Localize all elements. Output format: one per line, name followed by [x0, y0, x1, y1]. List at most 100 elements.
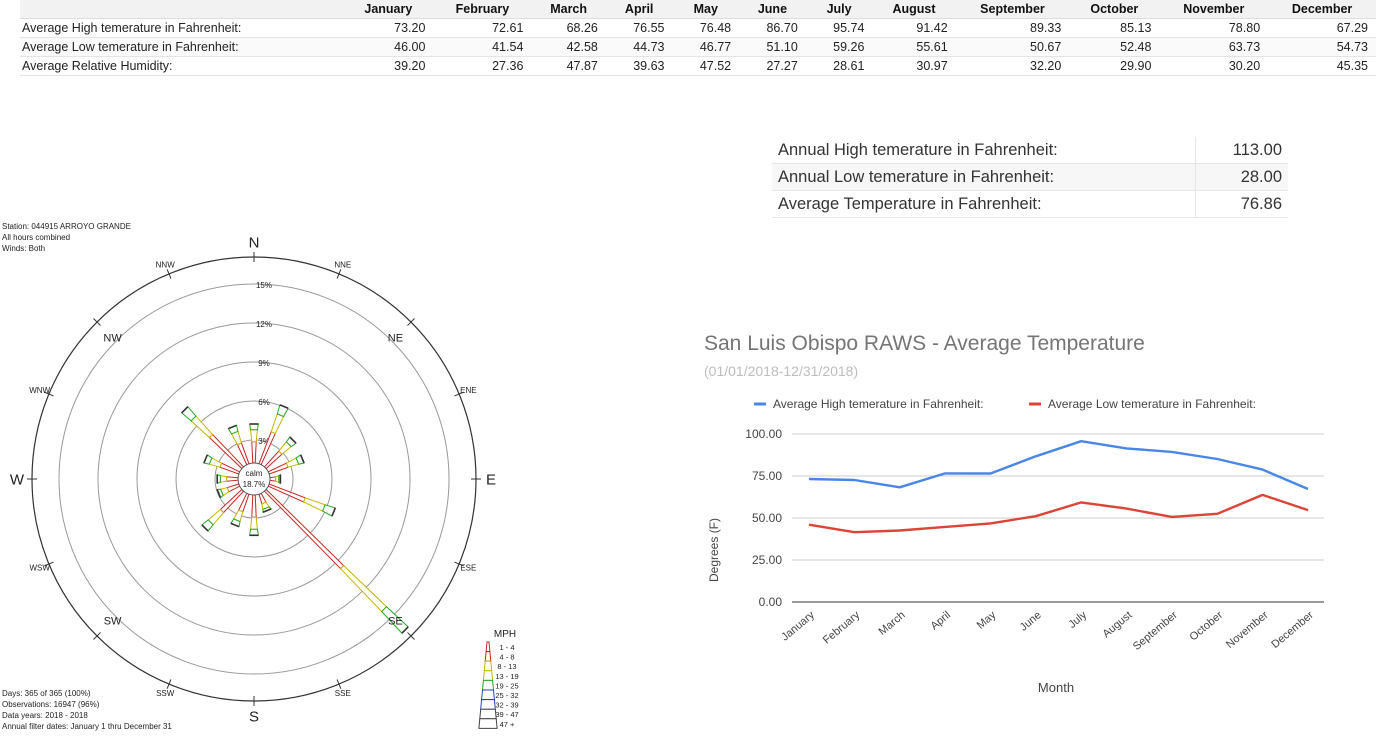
y-axis-title: Degrees (F): [707, 518, 721, 582]
direction-label: SSE: [335, 689, 351, 698]
petal-segment: [227, 424, 239, 435]
x-tick-label: February: [821, 609, 863, 647]
value-cell: 95.74: [805, 18, 873, 38]
direction-tick: [407, 318, 415, 326]
direction-label: WSW: [29, 564, 50, 573]
direction-label: N: [249, 234, 260, 251]
value-cell: 46.00: [343, 37, 434, 57]
petal-segment: [249, 423, 259, 431]
ring-circle: [97, 322, 411, 636]
direction-label: SW: [104, 615, 122, 627]
petal-segment: [267, 462, 289, 475]
petal-segment: [219, 462, 241, 475]
x-tick-label: August: [1101, 609, 1135, 640]
legend-swatch: [484, 651, 492, 662]
petal-cap: [331, 507, 337, 517]
value-cell: 46.77: [672, 37, 740, 57]
direction-label: SE: [388, 615, 403, 627]
petal-segment: [226, 483, 241, 493]
ring-label: 15%: [256, 281, 272, 290]
calm-circle: [237, 462, 271, 496]
value-cell: 52.48: [1069, 37, 1160, 57]
petal-segment: [251, 494, 257, 518]
legend-swatch: [478, 718, 498, 729]
wind-petal-nne: [258, 404, 289, 466]
value-cell: 55.61: [872, 37, 956, 57]
petal-cap: [181, 406, 189, 414]
chart-gridlines: [792, 433, 1324, 603]
direction-tick: [454, 391, 464, 397]
y-tick-label: 50.00: [752, 511, 782, 525]
month-header: February: [433, 0, 532, 19]
petal-segment: [339, 564, 388, 613]
petal-segment: [321, 504, 336, 517]
value-cell: 59.26: [805, 37, 873, 57]
month-header: September: [955, 0, 1070, 19]
chart-legend: Average High temerature in Fahrenheit: Av…: [754, 397, 1256, 411]
stats-row: Average Relative Humidity: 39.20 27.36 47.8…: [20, 56, 1376, 76]
monthly-stats-table: January February March April May June July Augu…: [20, 0, 1376, 76]
value-cell: 27.36: [433, 56, 532, 76]
series-line: [808, 439, 1309, 491]
petal-segment: [219, 474, 228, 484]
series-line: [808, 493, 1309, 534]
petal-segment: [180, 405, 197, 422]
wind-petal-sse: [258, 492, 273, 514]
month-header: July: [805, 0, 873, 19]
value-cell: 89.33: [955, 18, 1070, 38]
value-cell: 86.70: [739, 18, 806, 38]
hours-text: All hours combined: [2, 233, 70, 242]
petal-cap: [230, 522, 240, 528]
legend-swatch: [479, 708, 497, 720]
x-tick-label: November: [1224, 609, 1271, 651]
legend-range: 19 - 25: [495, 681, 518, 690]
annual-row: Average Temperature in Fahrenheit: 76.86: [772, 190, 1288, 218]
legend-range: 1 - 4: [499, 643, 514, 652]
petal-segment: [190, 415, 214, 439]
direction-label: W: [10, 471, 25, 488]
chart-subtitle: (01/01/2018-12/31/2018): [704, 363, 858, 379]
direction-label: NNW: [156, 260, 176, 269]
direction-tick: [44, 391, 54, 397]
legend-range: 8 - 13: [497, 662, 516, 671]
station-text: Station: 044915 ARROYO GRANDE: [2, 222, 131, 231]
x-tick-labels: January February March April May June July Augu…: [779, 609, 1316, 653]
value-cell: 76.48: [672, 18, 740, 38]
petal-segment: [250, 516, 258, 530]
direction-label: NW: [103, 332, 122, 344]
value-cell: 29.90: [1069, 56, 1160, 76]
value-cell: 45.35: [1268, 56, 1376, 76]
value-cell: 39.20: [343, 56, 434, 76]
petal-cap: [299, 454, 305, 464]
ring-label: 12%: [256, 320, 272, 329]
legend-range: 47 +: [500, 720, 515, 729]
stats-row: Average High temerature in Fahrenheit: 73…: [20, 18, 1376, 38]
value-cell: 72.61: [433, 18, 532, 38]
direction-label: ENE: [460, 386, 476, 395]
annual-label: Average Temperature in Fahrenheit:: [772, 190, 1196, 218]
direction-tick: [166, 269, 172, 279]
ring-circle: [175, 400, 333, 558]
petal-segment: [269, 476, 277, 482]
month-header: March: [531, 0, 606, 19]
direction-label: S: [249, 708, 259, 725]
temperature-line-chart: San Luis Obispo RAWS - Average Temperatu…: [704, 332, 1324, 695]
wind-petal-s: [249, 494, 259, 537]
value-cell: 32.20: [955, 56, 1070, 76]
petal-segment: [270, 413, 285, 435]
value-cell: 30.97: [872, 56, 956, 76]
month-header: August: [872, 0, 956, 19]
legend-range: 39 - 47: [495, 710, 518, 719]
row-label: Average High temerature in Fahrenheit:: [20, 18, 344, 38]
value-cell: 30.20: [1159, 56, 1269, 76]
annual-label: Annual Low temerature in Fahrenheit:: [772, 163, 1196, 191]
legend-swatch: [485, 641, 491, 653]
legend-swatch: [481, 689, 495, 701]
value-cell: 44.73: [605, 37, 673, 57]
wind-petal-ne: [263, 436, 297, 470]
month-header: October: [1069, 0, 1160, 19]
annual-value: 28.00: [1195, 163, 1288, 191]
petal-cap: [216, 489, 222, 498]
value-cell: 68.26: [531, 18, 606, 38]
